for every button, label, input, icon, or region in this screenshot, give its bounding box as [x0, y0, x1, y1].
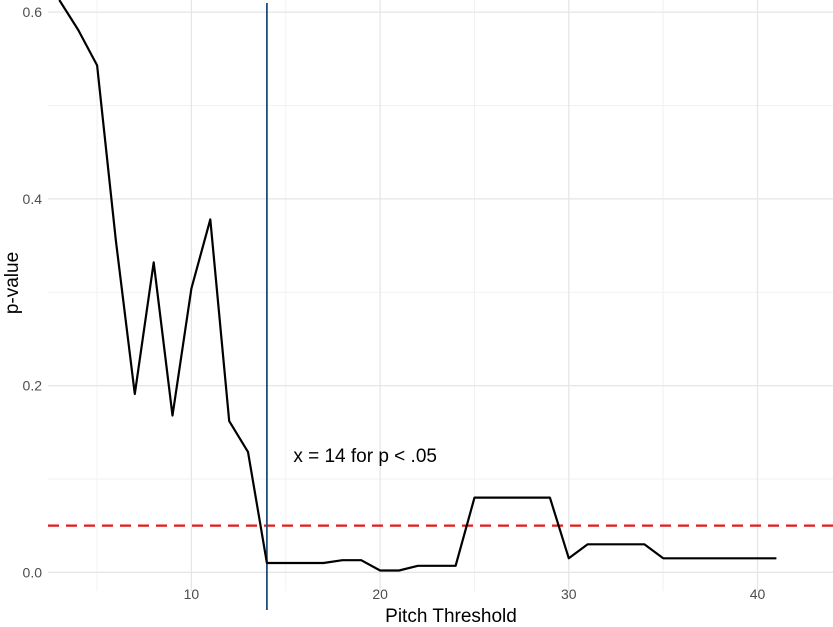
- data-point: [643, 543, 645, 545]
- y-tick-label: 0.4: [23, 191, 43, 207]
- data-point: [171, 414, 173, 416]
- x-axis-tick-labels: 10 20 30 40: [184, 586, 766, 602]
- data-point: [454, 565, 456, 567]
- data-point: [190, 287, 192, 289]
- data-point: [266, 562, 268, 564]
- data-point: [115, 240, 117, 242]
- data-point: [473, 497, 475, 499]
- data-point: [756, 557, 758, 559]
- data-point: [341, 559, 343, 561]
- x-tick-label: 30: [561, 586, 577, 602]
- data-point: [511, 497, 513, 499]
- data-point: [436, 565, 438, 567]
- x-tick-label: 40: [750, 586, 766, 602]
- data-point: [417, 565, 419, 567]
- data-point: [322, 562, 324, 564]
- x-tick-label: 10: [184, 586, 200, 602]
- data-point: [209, 218, 211, 220]
- data-point: [228, 420, 230, 422]
- data-point: [700, 557, 702, 559]
- data-point: [379, 569, 381, 571]
- major-gridlines: [48, 0, 833, 591]
- data-point: [549, 497, 551, 499]
- data-point: [719, 557, 721, 559]
- data-point: [775, 557, 777, 559]
- data-point: [247, 451, 249, 453]
- data-point: [96, 64, 98, 66]
- data-point: [738, 557, 740, 559]
- y-tick-label: 0.2: [23, 378, 43, 394]
- data-point: [360, 559, 362, 561]
- data-point: [134, 393, 136, 395]
- y-tick-label: 0.6: [23, 4, 43, 20]
- y-axis-title: p-value: [2, 252, 23, 314]
- data-point: [587, 543, 589, 545]
- data-point: [285, 562, 287, 564]
- data-point: [681, 557, 683, 559]
- data-point: [153, 261, 155, 263]
- data-point: [662, 557, 664, 559]
- data-point: [568, 557, 570, 559]
- data-point: [77, 29, 79, 31]
- series-line: [58, 0, 777, 572]
- data-point: [398, 569, 400, 571]
- data-point: [624, 543, 626, 545]
- x-axis-title: Pitch Threshold: [385, 606, 517, 627]
- minor-gridlines: [48, 0, 833, 591]
- data-point: [605, 543, 607, 545]
- y-tick-label: 0.0: [23, 564, 43, 580]
- data-point: [530, 497, 532, 499]
- x-tick-label: 20: [372, 586, 388, 602]
- data-point: [492, 497, 494, 499]
- y-axis-tick-labels: 0.0 0.2 0.4 0.6: [23, 4, 43, 580]
- data-point: [304, 562, 306, 564]
- threshold-annotation: x = 14 for p < .05: [293, 446, 437, 467]
- p-value-series: [58, 0, 777, 572]
